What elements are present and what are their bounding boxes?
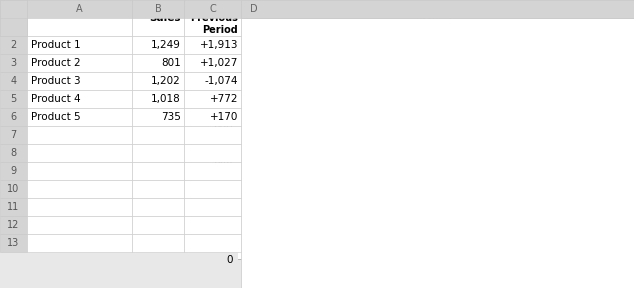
Text: -1,074: -1,074 — [205, 76, 238, 86]
Text: C: C — [209, 4, 216, 14]
Text: Sales: Sales — [150, 13, 181, 23]
Text: Sales: Sales — [150, 22, 181, 32]
Text: +1,913: +1,913 — [257, 41, 296, 51]
Text: +772: +772 — [209, 94, 238, 104]
Text: 801: 801 — [161, 58, 181, 68]
Text: +772: +772 — [496, 79, 525, 89]
Text: 11: 11 — [8, 202, 20, 212]
Text: 13: 13 — [8, 238, 20, 248]
Text: 4: 4 — [10, 76, 16, 86]
Text: 8: 8 — [10, 148, 16, 158]
Bar — [256, 54, 299, 259]
Text: +1,913: +1,913 — [200, 40, 238, 50]
Text: D: D — [434, 4, 441, 14]
Text: +/-
Previous
Period: +/- Previous Period — [190, 1, 238, 35]
Text: B: B — [155, 4, 162, 14]
Text: Product 1: Product 1 — [31, 40, 81, 50]
Text: +1,027: +1,027 — [200, 58, 238, 68]
Title: Sales: Sales — [413, 10, 452, 25]
Text: A: A — [76, 4, 83, 14]
Text: 5: 5 — [10, 94, 16, 104]
Text: D: D — [250, 4, 257, 14]
Bar — [411, 61, 454, 259]
Text: +170: +170 — [574, 126, 603, 136]
Text: A: A — [76, 4, 83, 14]
Text: 9: 9 — [10, 166, 16, 176]
Text: 2: 2 — [10, 40, 16, 50]
Text: Product 4: Product 4 — [31, 94, 81, 104]
Text: 3: 3 — [10, 58, 16, 68]
Text: Product 5: Product 5 — [31, 112, 81, 122]
Text: 7: 7 — [10, 130, 16, 140]
Text: 1: 1 — [10, 22, 16, 32]
Text: -1,074: -1,074 — [416, 49, 450, 59]
Text: 1,018: 1,018 — [152, 94, 181, 104]
Text: Product 3: Product 3 — [31, 76, 81, 86]
Text: Product 2: Product 2 — [31, 58, 81, 68]
Bar — [333, 127, 376, 259]
Text: 10: 10 — [8, 184, 20, 194]
Text: ◢: ◢ — [11, 4, 16, 10]
Bar — [489, 92, 532, 259]
Text: B: B — [155, 4, 162, 14]
Text: +1,027: +1,027 — [335, 115, 374, 125]
Text: +170: +170 — [210, 112, 238, 122]
Text: 1,202: 1,202 — [152, 76, 181, 86]
Text: 735: 735 — [161, 112, 181, 122]
Text: 12: 12 — [8, 220, 20, 230]
Text: 6: 6 — [10, 112, 16, 122]
Text: 1,249: 1,249 — [151, 40, 181, 50]
Bar — [567, 138, 610, 259]
Text: C: C — [209, 4, 216, 14]
